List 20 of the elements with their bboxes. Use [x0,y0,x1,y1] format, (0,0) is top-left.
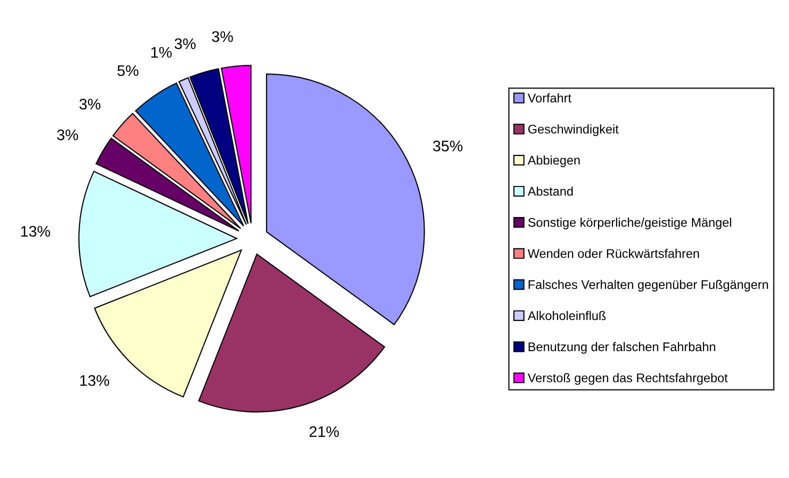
data-label: 13% [21,226,50,237]
data-label: 3% [212,31,233,42]
data-label: 3% [174,38,196,50]
data-label: 21% [310,426,339,438]
legend-label: Falsches Verhalten gegenüber Fußgängern [528,280,768,292]
data-label: 3% [57,129,78,140]
legend-label: Sonstige körperliche/geistige Mängel [528,218,732,230]
legend-label: Wenden oder Rückwärtsfahren [528,248,699,258]
legend-label: Vorfahrt [528,93,572,102]
data-label: 13% [80,375,110,386]
legend-label: Alkoholeinfluß [528,310,606,320]
legend-label: Geschwindigkeit [528,124,619,136]
data-label: 35% [433,140,462,152]
legend-label: Abstand [528,186,573,196]
legend-label: Abbiegen [528,155,580,168]
data-label: 5% [117,65,138,76]
legend-label: Benutzung der falschen Fahrbahn [528,342,716,354]
data-label: 1% [151,46,172,58]
legend-label: Verstoß gegen das Rechtsfahrgebot [528,373,728,385]
data-label: 3% [79,98,100,110]
